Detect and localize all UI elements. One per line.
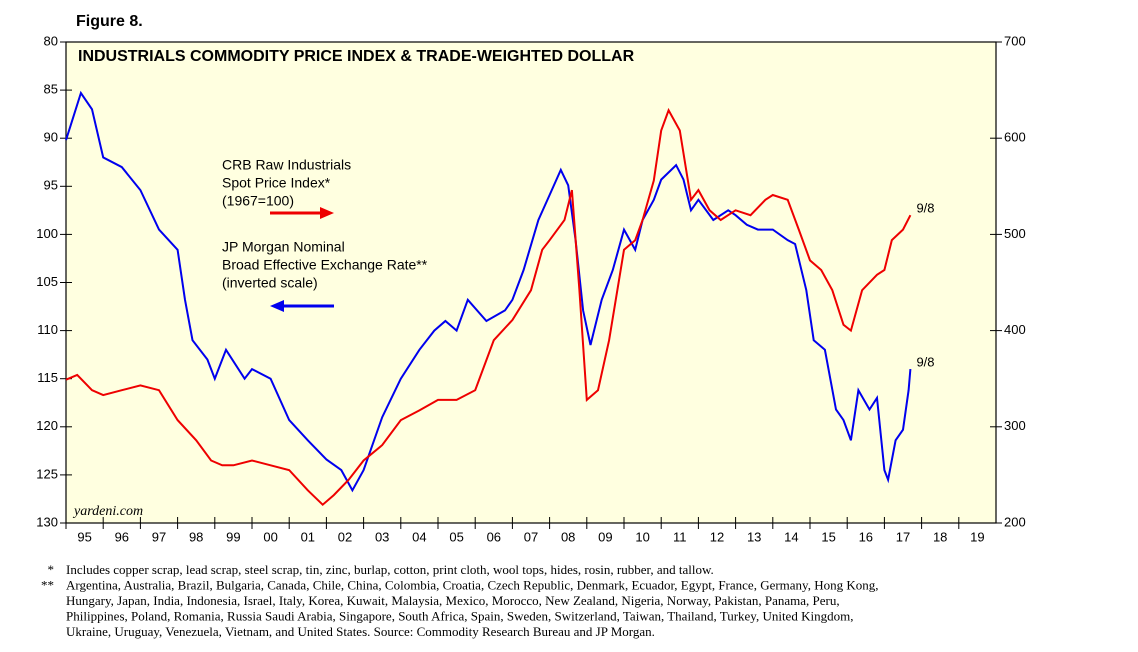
x-tick-label: 08 bbox=[561, 529, 575, 544]
footnote-text: Includes copper scrap, lead scrap, steel… bbox=[66, 562, 714, 577]
arrow-head bbox=[320, 207, 334, 219]
source-tag: yardeni.com bbox=[72, 504, 143, 519]
plot-area bbox=[65, 41, 997, 524]
figure-label: Figure 8. bbox=[76, 13, 143, 30]
series-line bbox=[65, 107, 912, 507]
footnote-text: Hungary, Japan, India, Indonesia, Israel… bbox=[66, 593, 840, 608]
x-tick-label: 97 bbox=[152, 529, 166, 544]
x-tick-label: 05 bbox=[449, 529, 463, 544]
arrow-head bbox=[270, 300, 284, 312]
y-tick-label: 115 bbox=[37, 370, 58, 385]
y-tick-label: 120 bbox=[36, 418, 58, 433]
footnote-text: Philippines, Poland, Romania, Russia Sau… bbox=[66, 608, 853, 623]
x-tick-label: 12 bbox=[710, 529, 724, 544]
y-tick-label: 130 bbox=[36, 514, 58, 529]
legend-text: Spot Price Index* bbox=[222, 175, 331, 191]
chart-title: INDUSTRIALS COMMODITY PRICE INDEX & TRAD… bbox=[78, 48, 635, 65]
footnote-marker: ** bbox=[41, 577, 54, 592]
y-tick-label: 90 bbox=[44, 130, 58, 145]
y-tick-label: 110 bbox=[37, 322, 58, 337]
x-tick-label: 09 bbox=[598, 529, 612, 544]
x-tick-label: 99 bbox=[226, 529, 240, 544]
x-tick-label: 07 bbox=[524, 529, 538, 544]
x-tick-label: 98 bbox=[189, 529, 203, 544]
legend-text: Broad Effective Exchange Rate** bbox=[222, 257, 428, 273]
x-tick-label: 10 bbox=[635, 529, 649, 544]
y-tick-label: 100 bbox=[36, 226, 58, 241]
legend-text: CRB Raw Industrials bbox=[222, 157, 351, 173]
series-line bbox=[65, 90, 912, 493]
y-tick-label: 125 bbox=[36, 466, 58, 481]
y2-tick-label: 300 bbox=[1004, 418, 1026, 433]
y-tick-label: 105 bbox=[36, 274, 58, 289]
x-tick-label: 14 bbox=[784, 529, 798, 544]
x-tick-label: 01 bbox=[301, 529, 315, 544]
x-tick-label: 03 bbox=[375, 529, 389, 544]
y-tick-label: 80 bbox=[44, 33, 58, 48]
x-tick-label: 17 bbox=[896, 529, 910, 544]
x-tick-label: 02 bbox=[338, 529, 352, 544]
y2-tick-label: 200 bbox=[1004, 514, 1026, 529]
x-tick-label: 15 bbox=[821, 529, 835, 544]
y2-tick-label: 600 bbox=[1004, 130, 1026, 145]
end-label: 9/8 bbox=[916, 355, 934, 370]
x-tick-label: 95 bbox=[77, 529, 91, 544]
x-tick-label: 06 bbox=[487, 529, 501, 544]
x-tick-label: 19 bbox=[970, 529, 984, 544]
footnote-text: Ukraine, Uruguay, Venezuela, Vietnam, an… bbox=[66, 624, 655, 639]
x-tick-label: 04 bbox=[412, 529, 426, 544]
y2-tick-label: 700 bbox=[1004, 33, 1026, 48]
legend-text: (1967=100) bbox=[222, 193, 294, 209]
footnote-marker: * bbox=[48, 562, 55, 577]
legend-text: (inverted scale) bbox=[222, 275, 318, 291]
y2-tick-label: 400 bbox=[1004, 322, 1026, 337]
y-tick-label: 95 bbox=[44, 178, 58, 193]
legend-text: JP Morgan Nominal bbox=[222, 239, 345, 255]
y-tick-label: 85 bbox=[44, 82, 58, 97]
x-tick-label: 11 bbox=[673, 529, 687, 544]
x-tick-label: 16 bbox=[859, 529, 873, 544]
x-tick-label: 13 bbox=[747, 529, 761, 544]
y2-tick-label: 500 bbox=[1004, 226, 1026, 241]
x-tick-label: 00 bbox=[263, 529, 277, 544]
end-label: 9/8 bbox=[916, 201, 934, 216]
x-tick-label: 96 bbox=[115, 529, 129, 544]
footnote-text: Argentina, Australia, Brazil, Bulgaria, … bbox=[66, 577, 879, 592]
x-tick-label: 18 bbox=[933, 529, 947, 544]
